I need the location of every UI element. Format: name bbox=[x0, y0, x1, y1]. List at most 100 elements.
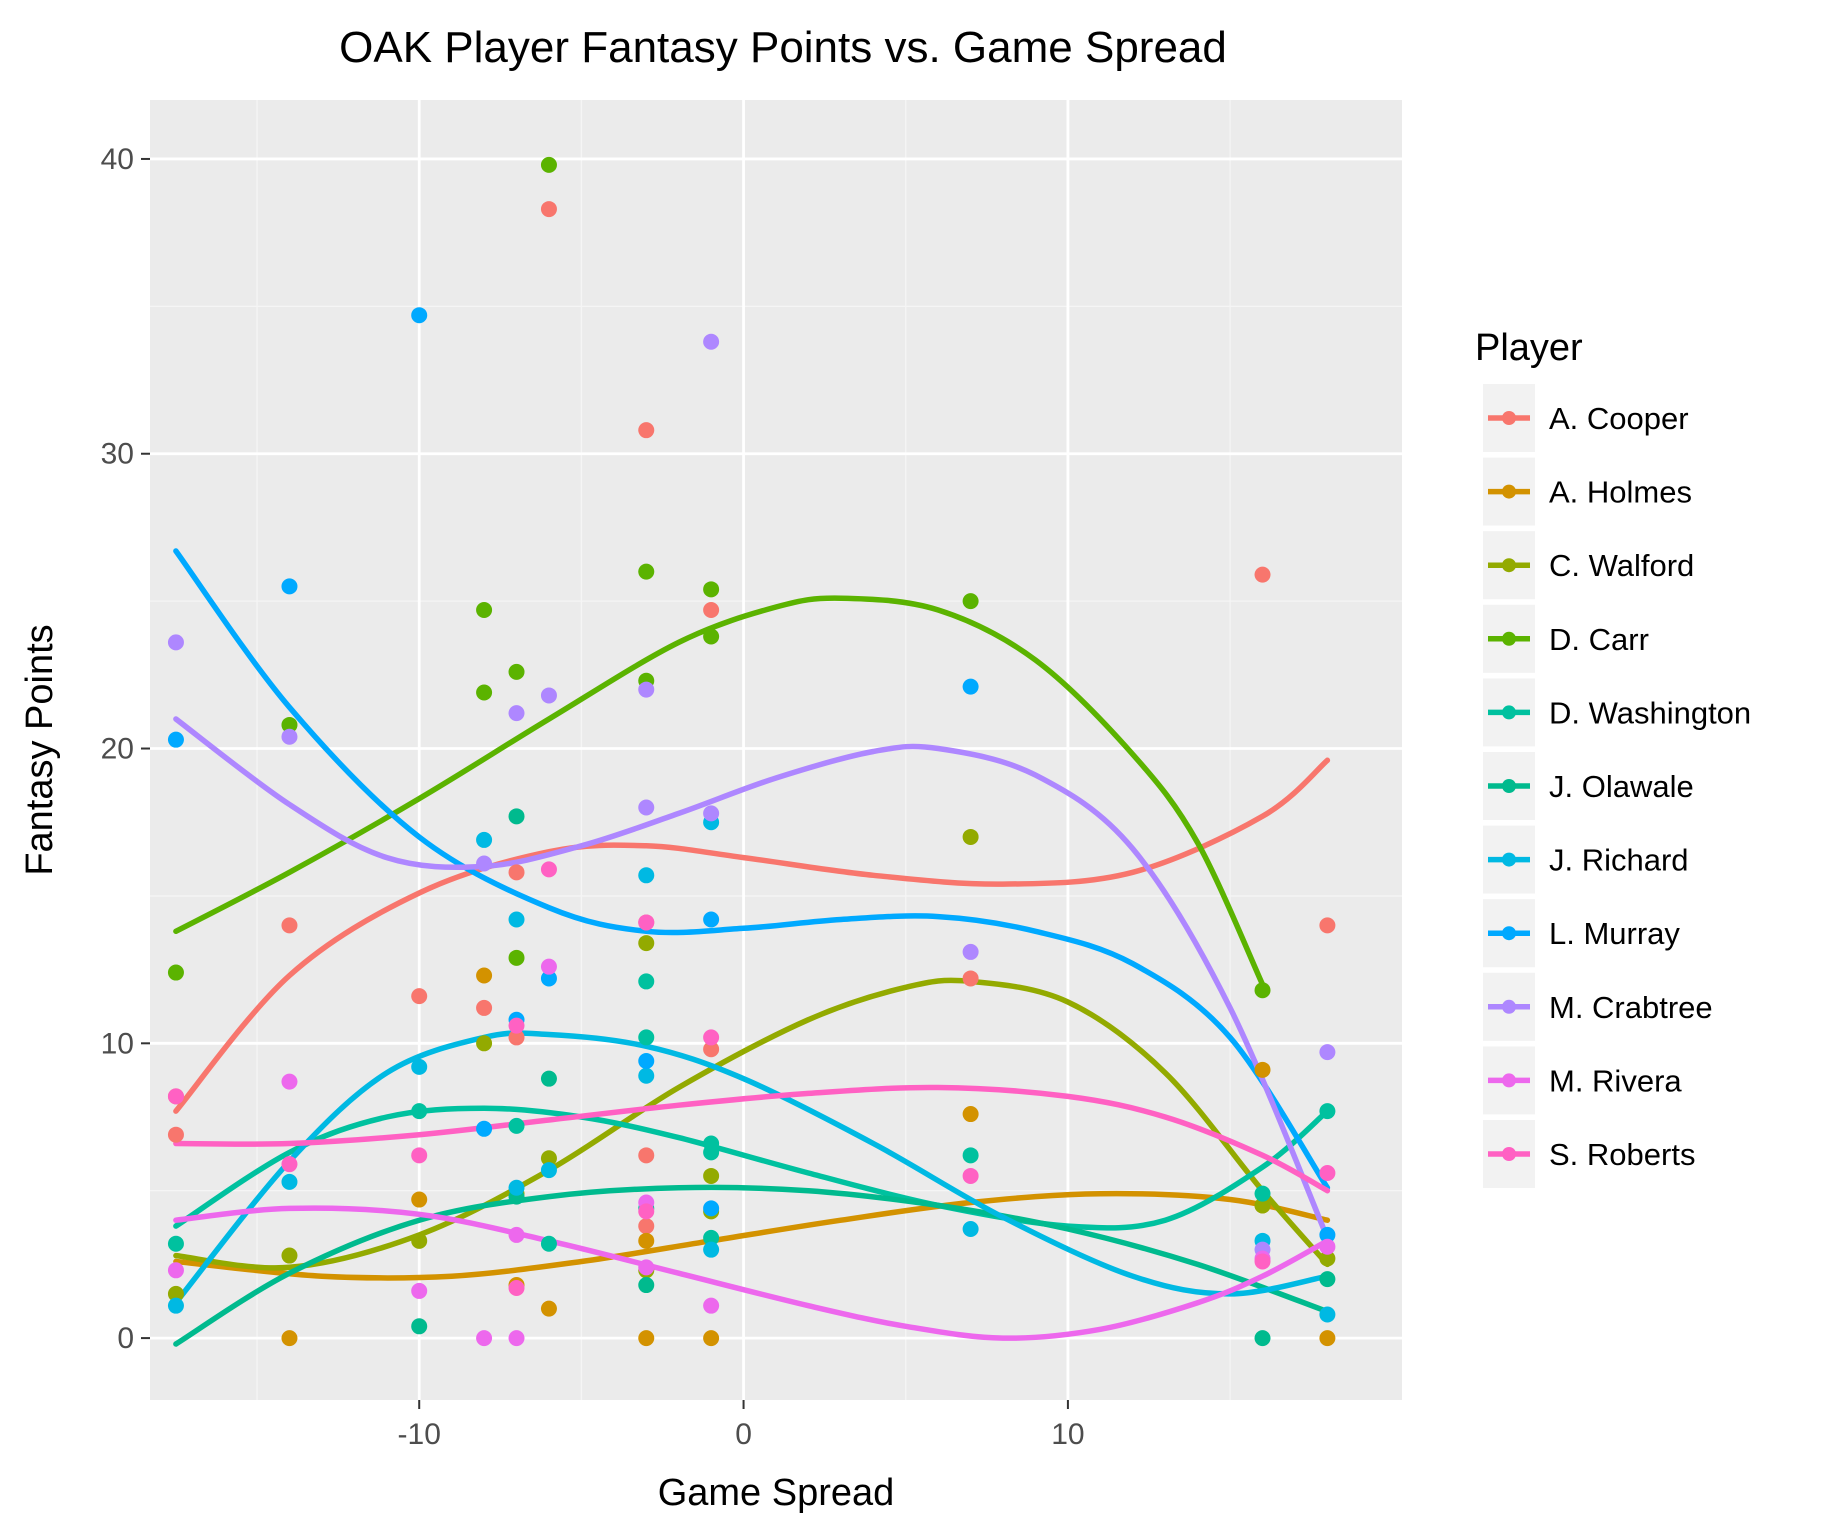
point-d-washington bbox=[541, 1236, 557, 1252]
point-d-washington bbox=[638, 973, 654, 989]
legend-dot-a-cooper bbox=[1502, 411, 1516, 425]
point-m-crabtree bbox=[168, 634, 184, 650]
point-d-carr bbox=[541, 157, 557, 173]
point-j-richard bbox=[411, 1059, 427, 1075]
point-a-holmes bbox=[703, 1330, 719, 1346]
point-a-cooper bbox=[638, 1218, 654, 1234]
point-l-murray bbox=[963, 679, 979, 695]
point-d-washington bbox=[509, 1118, 525, 1134]
legend-label-d-washington: D. Washington bbox=[1549, 695, 1751, 730]
point-l-murray bbox=[476, 1121, 492, 1137]
legend-dot-d-carr bbox=[1502, 632, 1516, 646]
legend-label-j-olawale: J. Olawale bbox=[1549, 769, 1694, 804]
point-d-washington bbox=[1255, 1186, 1271, 1202]
point-m-rivera bbox=[476, 1330, 492, 1346]
point-j-olawale bbox=[1255, 1330, 1271, 1346]
x-axis-title: Game Spread bbox=[658, 1472, 895, 1514]
point-c-walford bbox=[638, 935, 654, 951]
point-s-roberts bbox=[411, 1147, 427, 1163]
y-axis-title: Fantasy Points bbox=[19, 624, 61, 875]
point-c-walford bbox=[476, 1035, 492, 1051]
point-j-richard bbox=[1319, 1307, 1335, 1323]
point-m-crabtree bbox=[963, 944, 979, 960]
point-s-roberts bbox=[638, 1203, 654, 1219]
point-d-carr bbox=[703, 581, 719, 597]
point-s-roberts bbox=[1319, 1165, 1335, 1181]
point-a-cooper bbox=[638, 422, 654, 438]
point-j-richard bbox=[509, 912, 525, 928]
point-a-cooper bbox=[1255, 567, 1271, 583]
point-m-crabtree bbox=[703, 334, 719, 350]
point-j-richard bbox=[509, 1180, 525, 1196]
point-s-roberts bbox=[509, 1018, 525, 1034]
point-a-cooper bbox=[509, 864, 525, 880]
point-l-murray bbox=[638, 1053, 654, 1069]
point-a-cooper bbox=[411, 988, 427, 1004]
point-a-cooper bbox=[703, 602, 719, 618]
point-c-walford bbox=[411, 1233, 427, 1249]
point-a-holmes bbox=[638, 1330, 654, 1346]
legend-dot-j-richard bbox=[1502, 853, 1516, 867]
y-tick-label: 30 bbox=[101, 438, 134, 471]
legend-label-m-rivera: M. Rivera bbox=[1549, 1063, 1682, 1098]
point-j-olawale bbox=[541, 1071, 557, 1087]
point-d-carr bbox=[509, 664, 525, 680]
point-a-holmes bbox=[411, 1192, 427, 1208]
chart-title: OAK Player Fantasy Points vs. Game Sprea… bbox=[339, 23, 1227, 72]
legend-label-j-richard: J. Richard bbox=[1549, 843, 1689, 878]
point-s-roberts bbox=[963, 1168, 979, 1184]
legend-items: A. Cooper A. Holmes C. Walford D. Carr D. Wa… bbox=[1483, 384, 1751, 1188]
point-j-richard bbox=[541, 1162, 557, 1178]
legend-label-s-roberts: S. Roberts bbox=[1549, 1137, 1695, 1172]
point-d-carr bbox=[638, 564, 654, 580]
point-d-washington bbox=[703, 1144, 719, 1160]
point-a-holmes bbox=[541, 1301, 557, 1317]
point-a-cooper bbox=[1319, 917, 1335, 933]
point-j-richard bbox=[476, 832, 492, 848]
point-m-crabtree bbox=[638, 682, 654, 698]
point-a-cooper bbox=[281, 917, 297, 933]
point-s-roberts bbox=[281, 1156, 297, 1172]
point-l-murray bbox=[703, 1200, 719, 1216]
legend-dot-m-crabtree bbox=[1502, 1000, 1516, 1014]
legend-dot-a-holmes bbox=[1502, 485, 1516, 499]
point-c-walford bbox=[703, 1168, 719, 1184]
point-s-roberts bbox=[168, 1088, 184, 1104]
point-m-crabtree bbox=[281, 729, 297, 745]
point-m-crabtree bbox=[1319, 1044, 1335, 1060]
point-a-holmes bbox=[476, 968, 492, 984]
point-m-rivera bbox=[281, 1074, 297, 1090]
legend-dot-l-murray bbox=[1502, 926, 1516, 940]
point-l-murray bbox=[281, 578, 297, 594]
legend-label-c-walford: C. Walford bbox=[1549, 548, 1694, 583]
point-j-olawale bbox=[1319, 1271, 1335, 1287]
x-tick-label: 10 bbox=[1051, 1418, 1084, 1451]
point-d-carr bbox=[476, 602, 492, 618]
legend-dot-m-rivera bbox=[1502, 1073, 1516, 1087]
legend-label-m-crabtree: M. Crabtree bbox=[1549, 990, 1713, 1025]
point-c-walford bbox=[281, 1248, 297, 1264]
point-d-carr bbox=[1255, 982, 1271, 998]
point-d-washington bbox=[411, 1103, 427, 1119]
point-d-carr bbox=[703, 629, 719, 645]
legend-dot-j-olawale bbox=[1502, 779, 1516, 793]
point-a-cooper bbox=[963, 970, 979, 986]
point-s-roberts bbox=[541, 861, 557, 877]
point-a-holmes bbox=[963, 1106, 979, 1122]
point-a-holmes bbox=[638, 1233, 654, 1249]
point-m-rivera bbox=[509, 1227, 525, 1243]
y-tick-label: 40 bbox=[101, 143, 134, 176]
point-d-carr bbox=[476, 685, 492, 701]
point-a-cooper bbox=[476, 1000, 492, 1016]
point-m-crabtree bbox=[509, 705, 525, 721]
point-d-washington bbox=[638, 1029, 654, 1045]
point-d-carr bbox=[963, 593, 979, 609]
legend-label-d-carr: D. Carr bbox=[1549, 622, 1649, 657]
point-a-cooper bbox=[638, 1147, 654, 1163]
point-m-rivera bbox=[638, 1259, 654, 1275]
legend-label-l-murray: L. Murray bbox=[1549, 916, 1680, 951]
point-d-carr bbox=[168, 965, 184, 981]
legend-dot-c-walford bbox=[1502, 558, 1516, 572]
y-tick-label: 20 bbox=[101, 733, 134, 766]
point-j-richard bbox=[168, 1298, 184, 1314]
